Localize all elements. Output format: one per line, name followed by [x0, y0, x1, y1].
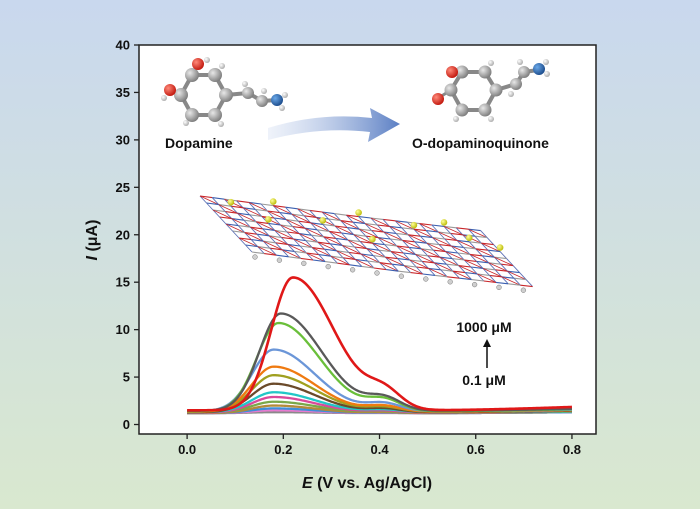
concentration-high-label: 1000 μM [456, 319, 511, 335]
y-tick-label: 10 [116, 322, 130, 337]
reaction-arrow [268, 108, 400, 142]
voltammogram-curves [187, 276, 572, 415]
y-tick-label: 5 [123, 370, 130, 385]
x-tick-label: 0.0 [178, 442, 196, 457]
x-tick-label: 0.4 [370, 442, 389, 457]
y-tick-label: 40 [116, 38, 130, 53]
y-tick-label: 25 [116, 180, 130, 195]
nanosheet-lattice [199, 195, 533, 293]
x-tick-label: 0.8 [563, 442, 581, 457]
y-tick-label: 20 [116, 227, 130, 242]
x-axis-title: E (V vs. Ag/AgCl) [302, 475, 432, 492]
x-tick-label: 0.6 [467, 442, 485, 457]
concentration-low-label: 0.1 μM [462, 372, 506, 388]
y-tick-label: 15 [116, 275, 130, 290]
concentration-arrow [483, 339, 491, 368]
y-axis-title: I (μA) [84, 220, 101, 261]
y-axis: 0 5 10 15 20 25 30 35 40 [116, 38, 139, 432]
series-line [187, 276, 572, 412]
y-tick-label: 35 [116, 85, 130, 100]
x-tick-label: 0.2 [274, 442, 292, 457]
dopaminoquinone-label: O-dopaminoquinone [412, 135, 549, 151]
dopamine-label: Dopamine [165, 135, 233, 151]
y-tick-label: 0 [123, 417, 130, 432]
y-tick-label: 30 [116, 132, 130, 147]
dopaminoquinone-molecule [432, 59, 550, 122]
dopamine-molecule [161, 57, 288, 127]
x-axis: 0.0 0.2 0.4 0.6 0.8 [178, 434, 581, 457]
